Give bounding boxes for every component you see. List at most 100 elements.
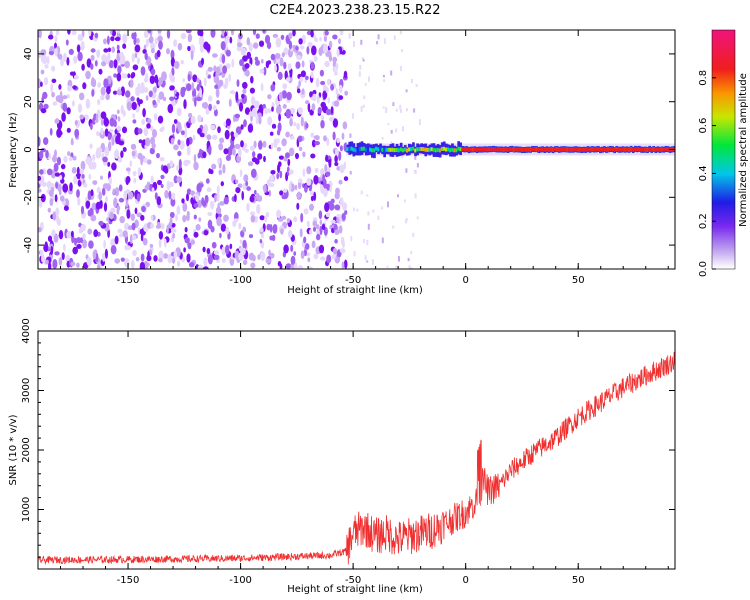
colorbar-cell xyxy=(712,34,735,37)
colorbar-cell xyxy=(712,51,735,55)
colorbar-cell xyxy=(712,167,735,170)
signal-band xyxy=(346,141,675,159)
colorbar-cell xyxy=(712,75,735,79)
colorbar: 0.0 0.2 0.4 0.6 0.8 Normalized spectral ampli… xyxy=(698,29,749,277)
colorbar-cell xyxy=(712,111,735,115)
colorbar-cell xyxy=(712,249,735,252)
colorbar-cell xyxy=(712,47,735,51)
colorbar-cell xyxy=(712,30,735,33)
spectrogram-panel: -150 -100 -50 0 50 -40 -20 0 20 40 Height of strai… xyxy=(8,29,676,296)
colorbar-cell xyxy=(712,257,735,260)
colorbar-cell xyxy=(712,181,735,184)
colorbar-tick-label: 0.2 xyxy=(698,213,709,229)
colorbar-cell xyxy=(712,32,735,35)
x-tick-label: -100 xyxy=(229,575,252,586)
colorbar-cell xyxy=(712,107,735,111)
colorbar-tick-label: 0.8 xyxy=(698,70,709,86)
colorbar-cell xyxy=(712,227,735,230)
colorbar-cell xyxy=(712,69,735,73)
colorbar-cell xyxy=(712,213,735,216)
colorbar-cell xyxy=(712,123,735,127)
colorbar-cell xyxy=(712,161,735,164)
x-tick-label: -150 xyxy=(117,275,140,286)
colorbar-cell xyxy=(712,175,735,178)
colorbar-cell xyxy=(712,133,735,137)
colorbar-cell xyxy=(712,93,735,97)
colorbar-cell xyxy=(712,251,735,254)
colorbar-cell xyxy=(712,185,735,188)
colorbar-cell xyxy=(712,55,735,59)
colorbar-frame xyxy=(711,29,736,270)
colorbar-cell xyxy=(712,73,735,77)
colorbar-cell xyxy=(712,83,735,87)
colorbar-cell xyxy=(712,87,735,91)
colorbar-cell xyxy=(712,153,735,157)
colorbar-cell xyxy=(712,171,735,174)
y-tick-label: 2000 xyxy=(21,437,32,462)
y-tick-label: 1000 xyxy=(21,497,32,522)
snr-panel: -150 -100 -50 0 50 1000 2000 3000 4000 Height of … xyxy=(8,318,676,595)
colorbar-cell xyxy=(712,157,735,161)
colorbar-cell xyxy=(712,115,735,119)
colorbar-tick-label: 0.6 xyxy=(698,118,709,134)
colorbar-cell xyxy=(712,201,735,204)
colorbar-cell xyxy=(712,81,735,85)
noise-region xyxy=(38,30,349,269)
colorbar-cell xyxy=(712,155,735,159)
colorbar-cell xyxy=(712,137,735,141)
colorbar-cell xyxy=(712,36,735,39)
colorbar-cell xyxy=(712,165,735,168)
colorbar-cell xyxy=(712,187,735,190)
colorbar-cell xyxy=(712,49,735,53)
y-axis-label: Frequency (Hz) xyxy=(8,112,19,188)
colorbar-cell xyxy=(712,65,735,69)
colorbar-cell xyxy=(712,261,735,264)
colorbar-cell xyxy=(712,203,735,206)
colorbar-cell xyxy=(712,265,735,268)
colorbar-cell xyxy=(712,253,735,256)
colorbar-cell xyxy=(712,43,735,47)
colorbar-cell xyxy=(712,117,735,121)
colorbar-cell xyxy=(712,199,735,202)
colorbar-cell xyxy=(712,225,735,228)
colorbar-cell xyxy=(712,135,735,139)
colorbar-cell xyxy=(712,237,735,240)
colorbar-cell xyxy=(712,245,735,248)
colorbar-cell xyxy=(712,99,735,103)
colorbar-cell xyxy=(712,183,735,186)
y-tick-label: 3000 xyxy=(21,378,32,403)
y-tick-label: -20 xyxy=(23,189,34,205)
colorbar-cell xyxy=(712,163,735,166)
colorbar-cell xyxy=(712,79,735,83)
colorbar-cell xyxy=(712,179,735,182)
x-axis-label: Height of straight line (km) xyxy=(287,584,423,595)
colorbar-cell xyxy=(712,219,735,222)
colorbar-cell xyxy=(712,63,735,67)
colorbar-cell xyxy=(712,141,735,145)
colorbar-cell xyxy=(712,38,735,41)
colorbar-cell xyxy=(712,191,735,194)
colorbar-cell xyxy=(712,149,735,153)
colorbar-cell xyxy=(712,143,735,147)
colorbar-cell xyxy=(712,169,735,172)
colorbar-cell xyxy=(712,195,735,198)
colorbar-cell xyxy=(712,40,735,43)
x-tick-label: -100 xyxy=(229,275,252,286)
colorbar-cell xyxy=(712,243,735,246)
colorbar-cell xyxy=(712,233,735,236)
colorbar-cell xyxy=(712,145,735,149)
colorbar-cell xyxy=(712,221,735,224)
colorbar-cell xyxy=(712,217,735,220)
snr-series-line xyxy=(37,351,676,565)
spectrogram-image xyxy=(38,30,675,269)
y-tick-label: -40 xyxy=(23,237,34,253)
x-tick-label: -50 xyxy=(345,575,361,586)
colorbar-cell xyxy=(712,159,735,163)
x-tick-label: -150 xyxy=(117,575,140,586)
colorbar-cell xyxy=(712,89,735,93)
colorbar-cell xyxy=(712,105,735,109)
colorbar-cell xyxy=(712,267,735,270)
colorbar-cell xyxy=(712,85,735,89)
colorbar-cell xyxy=(712,119,735,123)
colorbar-cell xyxy=(712,205,735,208)
